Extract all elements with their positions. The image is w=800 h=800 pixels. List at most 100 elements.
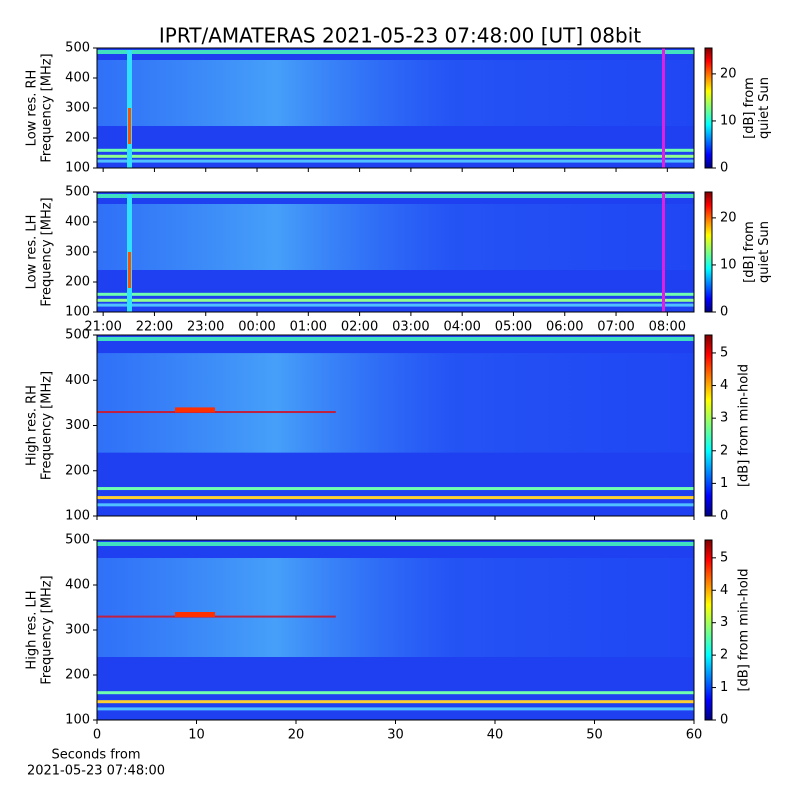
emission-band	[97, 496, 694, 500]
spectrogram-glow	[97, 558, 694, 657]
emission-band	[97, 503, 694, 507]
emission-band	[97, 159, 694, 163]
x-tick-label: 23:00	[187, 320, 224, 335]
x-tick-label: 05:00	[495, 320, 532, 335]
colorbar-tick-label: 1	[720, 680, 728, 695]
colorbar-tick-label: 2	[720, 443, 728, 458]
y-tick-label: 400	[65, 373, 90, 388]
y-tick-label: 300	[65, 418, 90, 433]
x-tick-label: 10	[188, 728, 205, 743]
y-axis-label: High res. LH	[25, 590, 40, 669]
colorbar-tick-label: 3	[720, 615, 728, 630]
x-tick-label: 50	[586, 728, 603, 743]
emission-band	[97, 700, 694, 704]
x-tick-label: 60	[686, 728, 703, 743]
colorbar-tick-label: 3	[720, 411, 728, 426]
y-tick-label: 400	[65, 215, 90, 230]
y-tick-label: 200	[65, 275, 90, 290]
emission-band	[97, 50, 694, 54]
x-tick-label: 01:00	[290, 320, 327, 335]
emission-band	[97, 542, 694, 546]
x-tick-label: 04:00	[443, 320, 480, 335]
colorbar-tick-label: 0	[720, 509, 728, 524]
colorbar-tick-label: 0	[720, 161, 728, 176]
emission-band	[97, 298, 694, 302]
y-tick-label: 200	[65, 668, 90, 683]
x-tick-label: 40	[487, 728, 504, 743]
burst-core	[128, 252, 131, 288]
y-tick-label: 300	[65, 101, 90, 116]
x-tick-label: 02:00	[341, 320, 378, 335]
y-axis-label: Frequency [MHz]	[40, 575, 55, 684]
x-tick-label: 20	[288, 728, 305, 743]
burst	[175, 407, 215, 413]
burst	[175, 612, 215, 617]
x-tick-label: 08:00	[649, 320, 686, 335]
emission-band	[97, 148, 694, 152]
colorbar-tick-label: 4	[720, 583, 728, 598]
emission-band	[97, 707, 694, 711]
y-tick-label: 500	[65, 533, 90, 548]
colorbar-label: quiet Sun	[757, 77, 772, 139]
y-tick-label: 200	[65, 131, 90, 146]
x-tick-label: 03:00	[392, 320, 429, 335]
colorbar-tick-label: 20	[720, 66, 737, 81]
colorbar	[704, 334, 713, 517]
colorbar-tick-label: 5	[720, 550, 728, 565]
emission-band	[97, 194, 694, 198]
spectrogram-glow	[97, 353, 694, 453]
x-tick-label: 21:00	[84, 320, 121, 335]
y-axis-label: Frequency [MHz]	[40, 197, 55, 306]
burst-core	[128, 108, 131, 144]
y-tick-label: 500	[65, 328, 90, 343]
colorbar-tick-label: 0	[720, 713, 728, 728]
colorbar-tick-label: 5	[720, 345, 728, 360]
emission-band	[97, 337, 694, 341]
y-axis-label: Frequency [MHz]	[40, 53, 55, 162]
colorbar-tick-label: 4	[720, 378, 728, 393]
y-tick-label: 100	[65, 509, 90, 524]
emission-band	[97, 691, 694, 695]
y-axis-label: Frequency [MHz]	[40, 371, 55, 480]
colorbar-tick-label: 10	[720, 113, 737, 128]
x-tick-label: 00:00	[238, 320, 275, 335]
emission-band	[97, 411, 336, 414]
x-axis-label: Seconds from	[51, 748, 140, 763]
colorbar	[704, 539, 713, 721]
y-tick-label: 400	[65, 578, 90, 593]
colorbar-label: [dB] from min-hold	[737, 568, 752, 691]
y-tick-label: 100	[65, 713, 90, 728]
x-tick-label: 06:00	[546, 320, 583, 335]
y-tick-label: 500	[65, 185, 90, 200]
emission-band	[97, 487, 694, 491]
x-tick-label: 30	[387, 728, 404, 743]
spectrogram-glow	[97, 60, 694, 126]
y-tick-label: 500	[65, 41, 90, 56]
y-axis-label: Low res. RH	[25, 70, 40, 147]
colorbar-label: [dB] from min-hold	[737, 364, 752, 487]
time-marker	[662, 192, 665, 312]
y-tick-label: 100	[65, 161, 90, 176]
colorbar-tick-label: 10	[720, 257, 737, 272]
x-tick-label: 0	[93, 728, 101, 743]
emission-band	[97, 154, 694, 158]
time-marker	[662, 48, 665, 168]
emission-band	[97, 303, 694, 307]
emission-band	[97, 292, 694, 296]
y-tick-label: 300	[65, 245, 90, 260]
colorbar	[704, 47, 713, 169]
y-tick-label: 300	[65, 623, 90, 638]
colorbar-label: [dB] from	[742, 77, 757, 139]
x-tick-label: 07:00	[597, 320, 634, 335]
y-tick-label: 100	[65, 305, 90, 320]
colorbar-tick-label: 0	[720, 305, 728, 320]
colorbar	[704, 191, 713, 313]
x-axis-label: 2021-05-23 07:48:00	[27, 764, 165, 779]
colorbar-label: quiet Sun	[757, 221, 772, 283]
colorbar-tick-label: 2	[720, 648, 728, 663]
y-tick-label: 400	[65, 71, 90, 86]
spectrogram-glow	[97, 204, 694, 270]
colorbar-label: [dB] from	[742, 221, 757, 283]
colorbar-tick-label: 1	[720, 476, 728, 491]
x-tick-label: 22:00	[136, 320, 173, 335]
